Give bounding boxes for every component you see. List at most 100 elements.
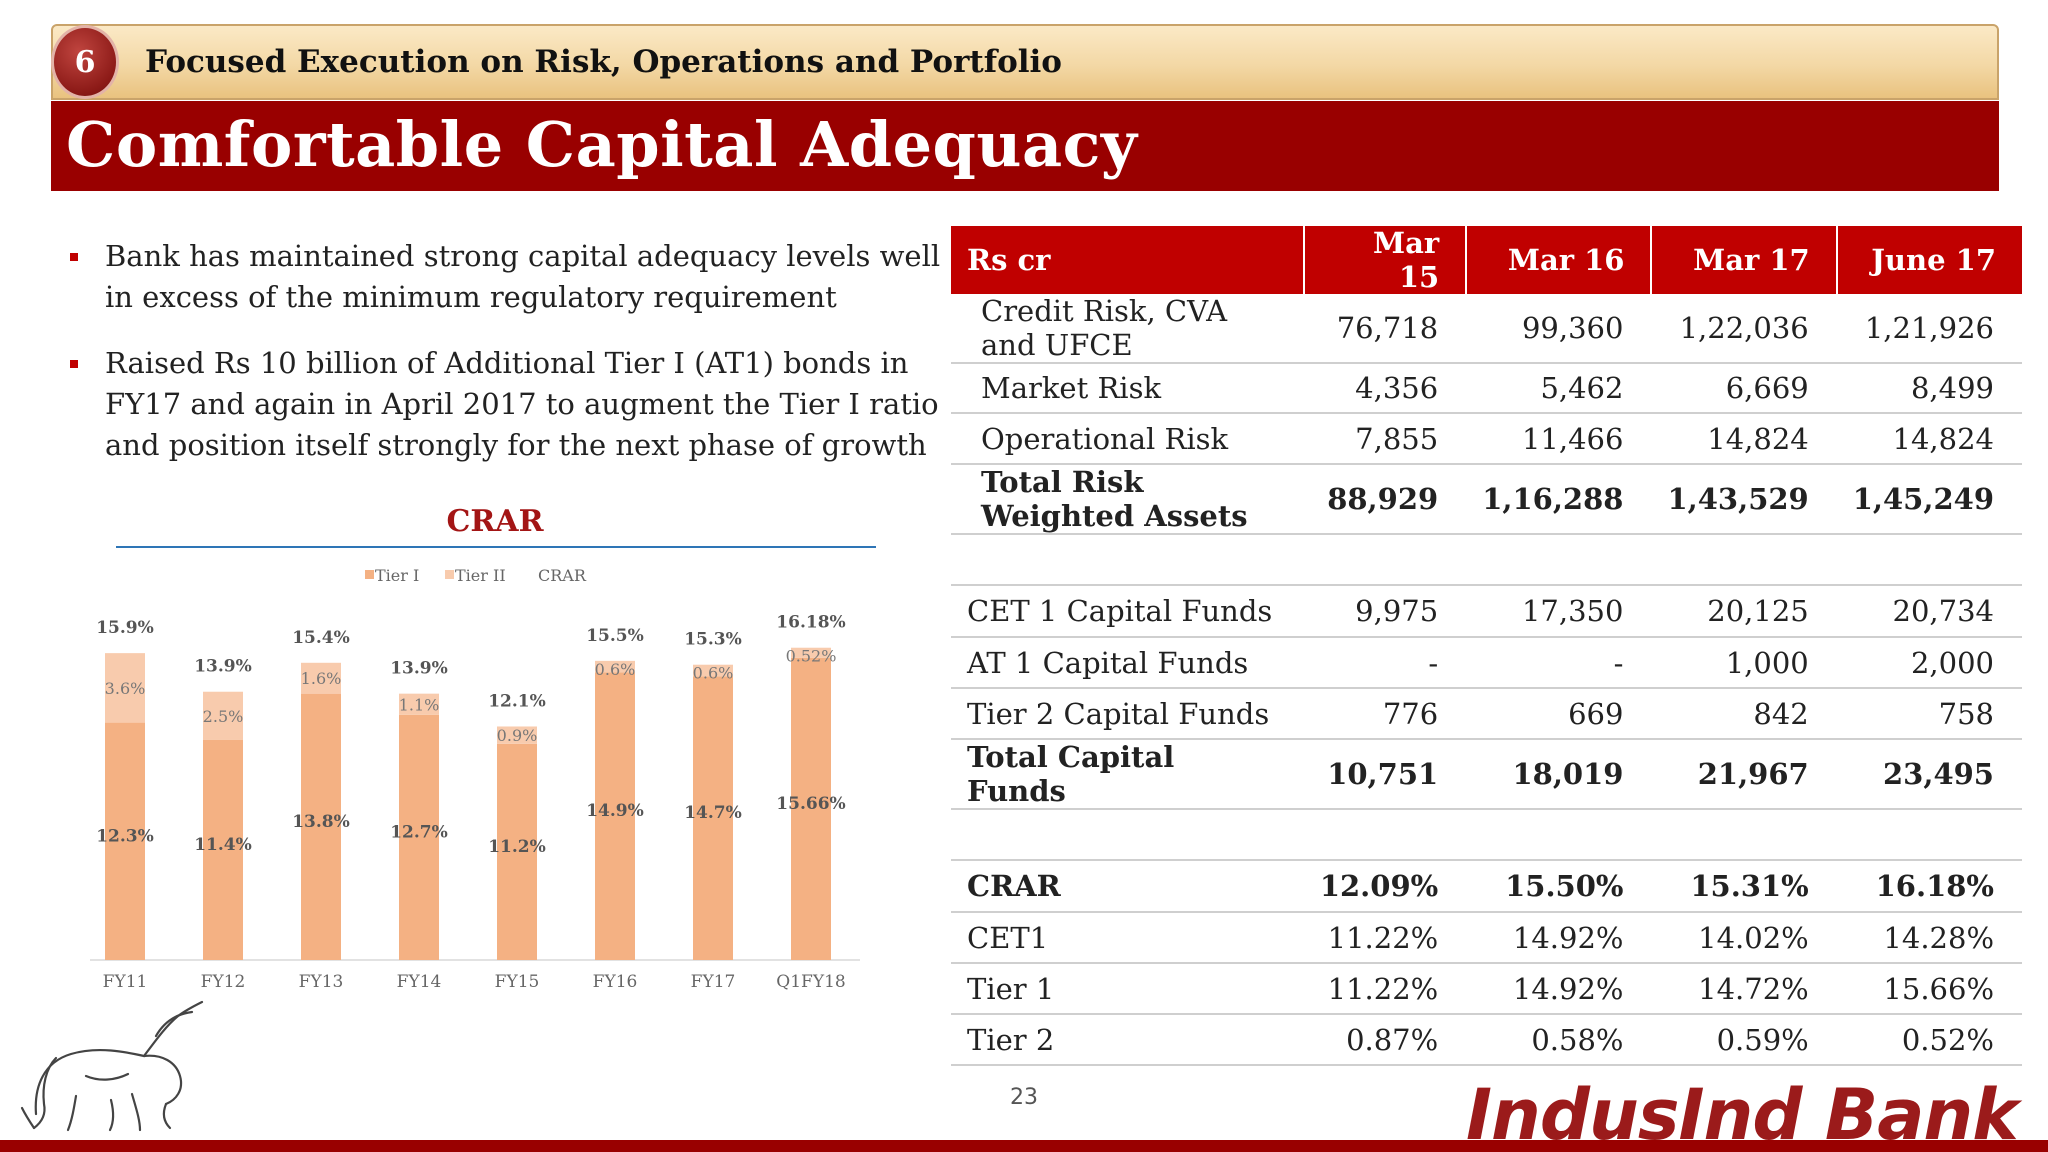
row-label-cell: CET1	[951, 912, 1304, 964]
column-header-mar17: Mar 17	[1651, 226, 1838, 294]
value-cell: 776	[1303, 688, 1467, 740]
crar-total-label: 16.18%	[776, 613, 845, 633]
bank-logo: IndusInd Bank	[1466, 1074, 2019, 1152]
value-cell: 9,975	[1303, 585, 1467, 638]
value-cell	[1303, 809, 1467, 861]
value-cell: 1,45,249	[1836, 464, 2022, 535]
tier2-bar	[399, 693, 439, 715]
row-label-cell: AT 1 Capital Funds	[951, 637, 1304, 689]
tier2-data-label: 2.5%	[203, 707, 244, 726]
table-spacer-row	[951, 534, 2022, 586]
tier1-bar	[693, 676, 733, 960]
value-cell: 11,466	[1466, 413, 1652, 465]
tier1-bar	[399, 714, 439, 960]
row-label-cell: Operational Risk	[951, 413, 1304, 465]
value-cell: 16.18%	[1836, 860, 2022, 913]
x-tick-label: FY14	[397, 972, 442, 992]
value-cell: 15.66%	[1836, 963, 2022, 1015]
value-cell: 758	[1836, 688, 2022, 740]
value-cell: 14.72%	[1651, 963, 1837, 1015]
x-tick-label: FY13	[299, 972, 344, 992]
chart-title: CRAR	[446, 504, 544, 539]
value-cell: 12.09%	[1303, 860, 1467, 913]
value-cell: 99,360	[1466, 294, 1652, 364]
tier2-data-label: 1.1%	[399, 695, 440, 714]
capital-table: Rs cr Mar 15 Mar 16 Mar 17 June 17 Credi…	[951, 226, 2022, 1066]
value-cell: 0.87%	[1303, 1014, 1467, 1066]
value-cell: 18,019	[1466, 739, 1652, 810]
section-banner	[51, 24, 1999, 100]
value-cell: 14.02%	[1651, 912, 1837, 964]
value-cell: 7,855	[1303, 413, 1467, 465]
crar-total-label: 13.9%	[390, 659, 448, 679]
x-tick-label: FY11	[103, 972, 148, 992]
x-tick-label: Q1FY18	[776, 972, 845, 992]
row-label-cell: CET 1 Capital Funds	[951, 585, 1304, 638]
bullet-marker-icon	[70, 253, 78, 261]
legend-swatch	[445, 570, 454, 579]
value-cell: 6,669	[1651, 363, 1837, 414]
value-cell: 0.59%	[1651, 1014, 1837, 1066]
legend-label: Tier I	[375, 566, 419, 585]
x-tick-label: FY12	[201, 972, 246, 992]
tier2-bar	[203, 691, 243, 740]
table-row: Market Risk 4,356 5,462 6,669 8,499	[951, 363, 2022, 414]
x-tick-label: FY17	[691, 972, 736, 992]
row-label-cell	[951, 534, 1304, 586]
tier2-data-label: 3.6%	[105, 679, 146, 698]
tier1-data-label: 14.7%	[684, 803, 742, 823]
table-body: Credit Risk, CVA and UFCE 76,718 99,360 1,2…	[951, 294, 2022, 1066]
tier2-data-label: 0.6%	[693, 664, 734, 683]
bull-icon	[20, 1000, 204, 1132]
tier2-bar	[791, 647, 831, 658]
value-cell: 11.22%	[1303, 963, 1467, 1015]
column-header-label: Rs cr	[951, 226, 1305, 294]
tier1-bar	[497, 743, 537, 960]
value-cell: 1,000	[1651, 637, 1837, 689]
value-cell: 10,751	[1303, 739, 1467, 810]
value-cell: 20,734	[1836, 585, 2022, 638]
value-cell	[1466, 534, 1652, 586]
value-cell: -	[1466, 637, 1652, 689]
tier2-data-label: 0.9%	[497, 726, 538, 745]
page-number: 23	[1010, 1085, 1038, 1110]
tier2-data-label: 0.6%	[595, 660, 636, 679]
row-label-cell: Tier 1	[951, 963, 1304, 1015]
value-cell: 8,499	[1836, 363, 2022, 414]
row-label-cell	[951, 809, 1304, 861]
value-cell: 669	[1466, 688, 1652, 740]
row-label-cell: Market Risk	[951, 363, 1304, 414]
bullet-item: Raised Rs 10 billion of Additional Tier …	[66, 343, 966, 466]
value-cell: 2,000	[1836, 637, 2022, 689]
row-label-cell: Credit Risk, CVA and UFCE	[951, 294, 1304, 364]
tier2-bar	[105, 653, 145, 723]
tier1-data-label: 11.2%	[488, 837, 546, 857]
value-cell: 21,967	[1651, 739, 1837, 810]
tier2-bar	[693, 664, 733, 677]
value-cell: 842	[1651, 688, 1837, 740]
bullet-marker-icon	[70, 360, 78, 368]
row-label-cell: Tier 2	[951, 1014, 1304, 1066]
value-cell: 1,43,529	[1651, 464, 1837, 535]
column-header-mar16: Mar 16	[1466, 226, 1653, 294]
tier1-data-label: 13.8%	[292, 812, 350, 832]
tier1-data-label: 12.3%	[96, 826, 154, 846]
tier1-data-label: 11.4%	[194, 835, 252, 855]
table-row: Tier 2 Capital Funds 776 669 842 758	[951, 688, 2022, 740]
tier2-data-label: 1.6%	[301, 669, 342, 688]
value-cell: 1,16,288	[1466, 464, 1652, 535]
value-cell	[1651, 809, 1837, 861]
table-row: CET1 11.22% 14.92% 14.02% 14.28%	[951, 912, 2022, 964]
title-bar	[51, 101, 1999, 191]
tier1-bar	[595, 672, 635, 960]
legend-label: CRAR	[538, 566, 587, 585]
crar-total-label: 13.9%	[194, 657, 252, 677]
row-label-cell: CRAR	[951, 860, 1304, 913]
value-cell	[1836, 809, 2022, 861]
table-row: CRAR 12.09% 15.50% 15.31% 16.18%	[951, 860, 2022, 913]
table-row: Tier 2 0.87% 0.58% 0.59% 0.52%	[951, 1014, 2022, 1066]
value-cell: 14.92%	[1466, 912, 1652, 964]
bottom-strip	[0, 1140, 2048, 1152]
bullet-text: Raised Rs 10 billion of Additional Tier …	[105, 346, 939, 462]
tier2-bar	[301, 662, 341, 694]
